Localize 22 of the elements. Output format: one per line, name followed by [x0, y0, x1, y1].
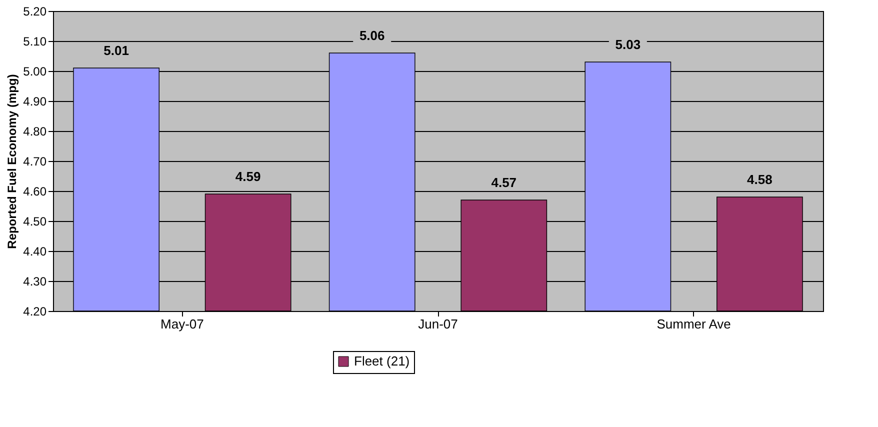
y-tick-label: 4.30: [23, 274, 47, 288]
y-tick-label: 5.10: [23, 34, 47, 48]
y-tick-label: 4.70: [23, 154, 47, 168]
y-tick-label: 4.20: [23, 304, 47, 318]
data-label: 4.57: [491, 175, 517, 190]
data-label: 5.01: [104, 43, 129, 58]
data-label: 4.58: [747, 172, 772, 187]
y-tick-label: 4.60: [23, 184, 47, 198]
y-tick-label: 4.40: [23, 244, 47, 258]
y-tick-label: 5.20: [23, 4, 47, 18]
y-tick-label: 4.50: [23, 214, 47, 228]
data-label: 5.03: [615, 37, 641, 52]
y-axis-title: Reported Fuel Economy (mpg): [5, 74, 20, 249]
y-tick-label: 5.00: [23, 64, 47, 78]
data-label: 4.59: [235, 169, 261, 184]
x-tick-label: Summer Ave: [656, 316, 731, 332]
y-tick-label: 4.90: [23, 94, 47, 108]
x-tick-label: Jun-07: [418, 316, 458, 332]
x-tick-label: May-07: [160, 316, 204, 332]
legend-label: Fleet (21): [354, 354, 410, 368]
y-tick-label: 4.80: [23, 124, 47, 138]
data-label: 5.06: [359, 28, 385, 43]
